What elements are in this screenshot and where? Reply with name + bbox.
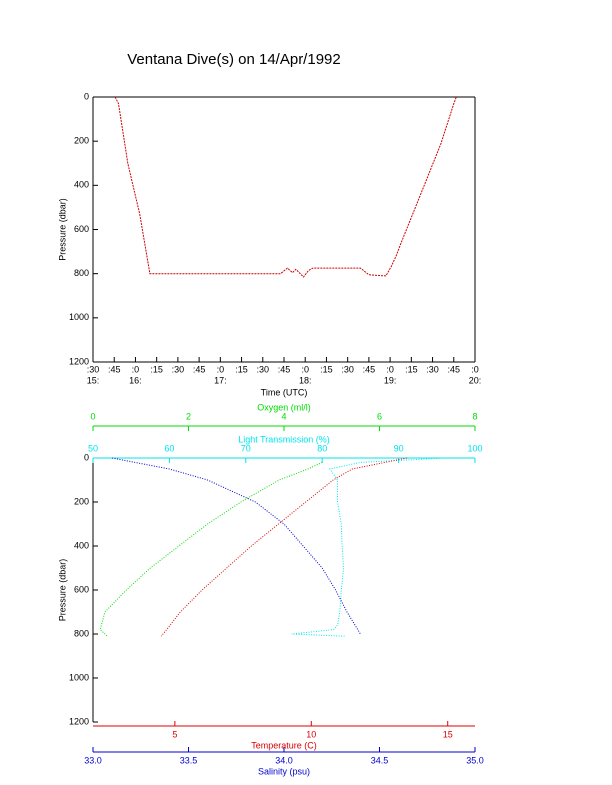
x-tick-label: 90	[394, 443, 404, 453]
x-tick-label: 50	[88, 443, 98, 453]
y-tick-label: 1200	[69, 716, 89, 726]
x-tick-label: :45	[363, 364, 376, 374]
x-tick-label: :30	[341, 364, 354, 374]
x-axis-label: Time (UTC)	[261, 387, 308, 397]
x-axis-label: Oxygen (ml/l)	[257, 402, 311, 412]
x-tick-label: 33.0	[84, 755, 102, 765]
x-hour-label: 20:	[469, 375, 482, 385]
x-tick-label: :15	[320, 364, 333, 374]
x-tick-label: :15	[150, 364, 163, 374]
x-tick-label: :0	[386, 364, 394, 374]
x-hour-label: 19:	[384, 375, 397, 385]
y-tick-label: 600	[74, 224, 89, 234]
x-tick-label: 80	[317, 443, 327, 453]
y-tick-label: 800	[74, 268, 89, 278]
y-tick-label: 400	[74, 540, 89, 550]
y-axis-label: Pressure (dbar)	[57, 198, 67, 261]
y-tick-label: 0	[84, 452, 89, 462]
x-tick-label: :45	[278, 364, 291, 374]
x-tick-label: 34.0	[275, 755, 293, 765]
x-tick-label: 70	[241, 443, 251, 453]
x-tick-label: 100	[467, 443, 482, 453]
page-title: Ventana Dive(s) on 14/Apr/1992	[127, 51, 340, 68]
x-tick-label: 0	[90, 411, 95, 421]
x-axis-label: Temperature (C)	[251, 740, 317, 750]
y-tick-label: 0	[84, 91, 89, 101]
profile-line	[112, 457, 361, 635]
y-tick-label: 600	[74, 584, 89, 594]
y-tick-label: 800	[74, 628, 89, 638]
y-tick-label: 1200	[69, 356, 89, 366]
y-tick-label: 200	[74, 496, 89, 506]
y-tick-label: 200	[74, 136, 89, 146]
x-tick-label: :0	[471, 364, 479, 374]
profile-line	[99, 461, 323, 637]
x-tick-label: 2	[186, 411, 191, 421]
x-tick-label: :30	[426, 364, 439, 374]
y-tick-label: 1000	[69, 672, 89, 682]
x-tick-label: 5	[172, 729, 177, 739]
x-tick-label: 8	[472, 411, 477, 421]
x-tick-label: 6	[377, 411, 382, 421]
x-tick-label: 35.0	[466, 755, 484, 765]
x-tick-label: 33.5	[180, 755, 198, 765]
y-tick-label: 400	[74, 180, 89, 190]
x-tick-label: :15	[405, 364, 418, 374]
y-axis-label: Pressure (dbar)	[57, 559, 67, 622]
x-tick-label: :0	[217, 364, 225, 374]
x-tick-label: 4	[281, 411, 286, 421]
x-tick-label: :30	[172, 364, 185, 374]
x-tick-label: :45	[448, 364, 461, 374]
x-axis-label: Salinity (psu)	[258, 766, 310, 776]
x-tick-label: 60	[164, 443, 174, 453]
profile-line	[291, 457, 445, 637]
x-hour-label: 17:	[214, 375, 227, 385]
profile-line	[160, 457, 407, 637]
x-tick-label: 34.5	[371, 755, 389, 765]
x-tick-label: :0	[301, 364, 309, 374]
x-tick-label: :30	[257, 364, 270, 374]
depth-line	[114, 96, 457, 278]
x-tick-label: :0	[132, 364, 140, 374]
x-tick-label: :15	[235, 364, 248, 374]
x-hour-label: 16:	[129, 375, 142, 385]
x-tick-label: 10	[306, 729, 316, 739]
x-axis-label: Light Transmission (%)	[238, 434, 330, 444]
y-tick-label: 1000	[69, 312, 89, 322]
x-tick-label: :45	[193, 364, 206, 374]
x-hour-label: 15:	[87, 375, 100, 385]
x-hour-label: 18:	[299, 375, 312, 385]
x-tick-label: :45	[108, 364, 121, 374]
x-tick-label: 15	[443, 729, 453, 739]
x-tick-label: :30	[87, 364, 100, 374]
